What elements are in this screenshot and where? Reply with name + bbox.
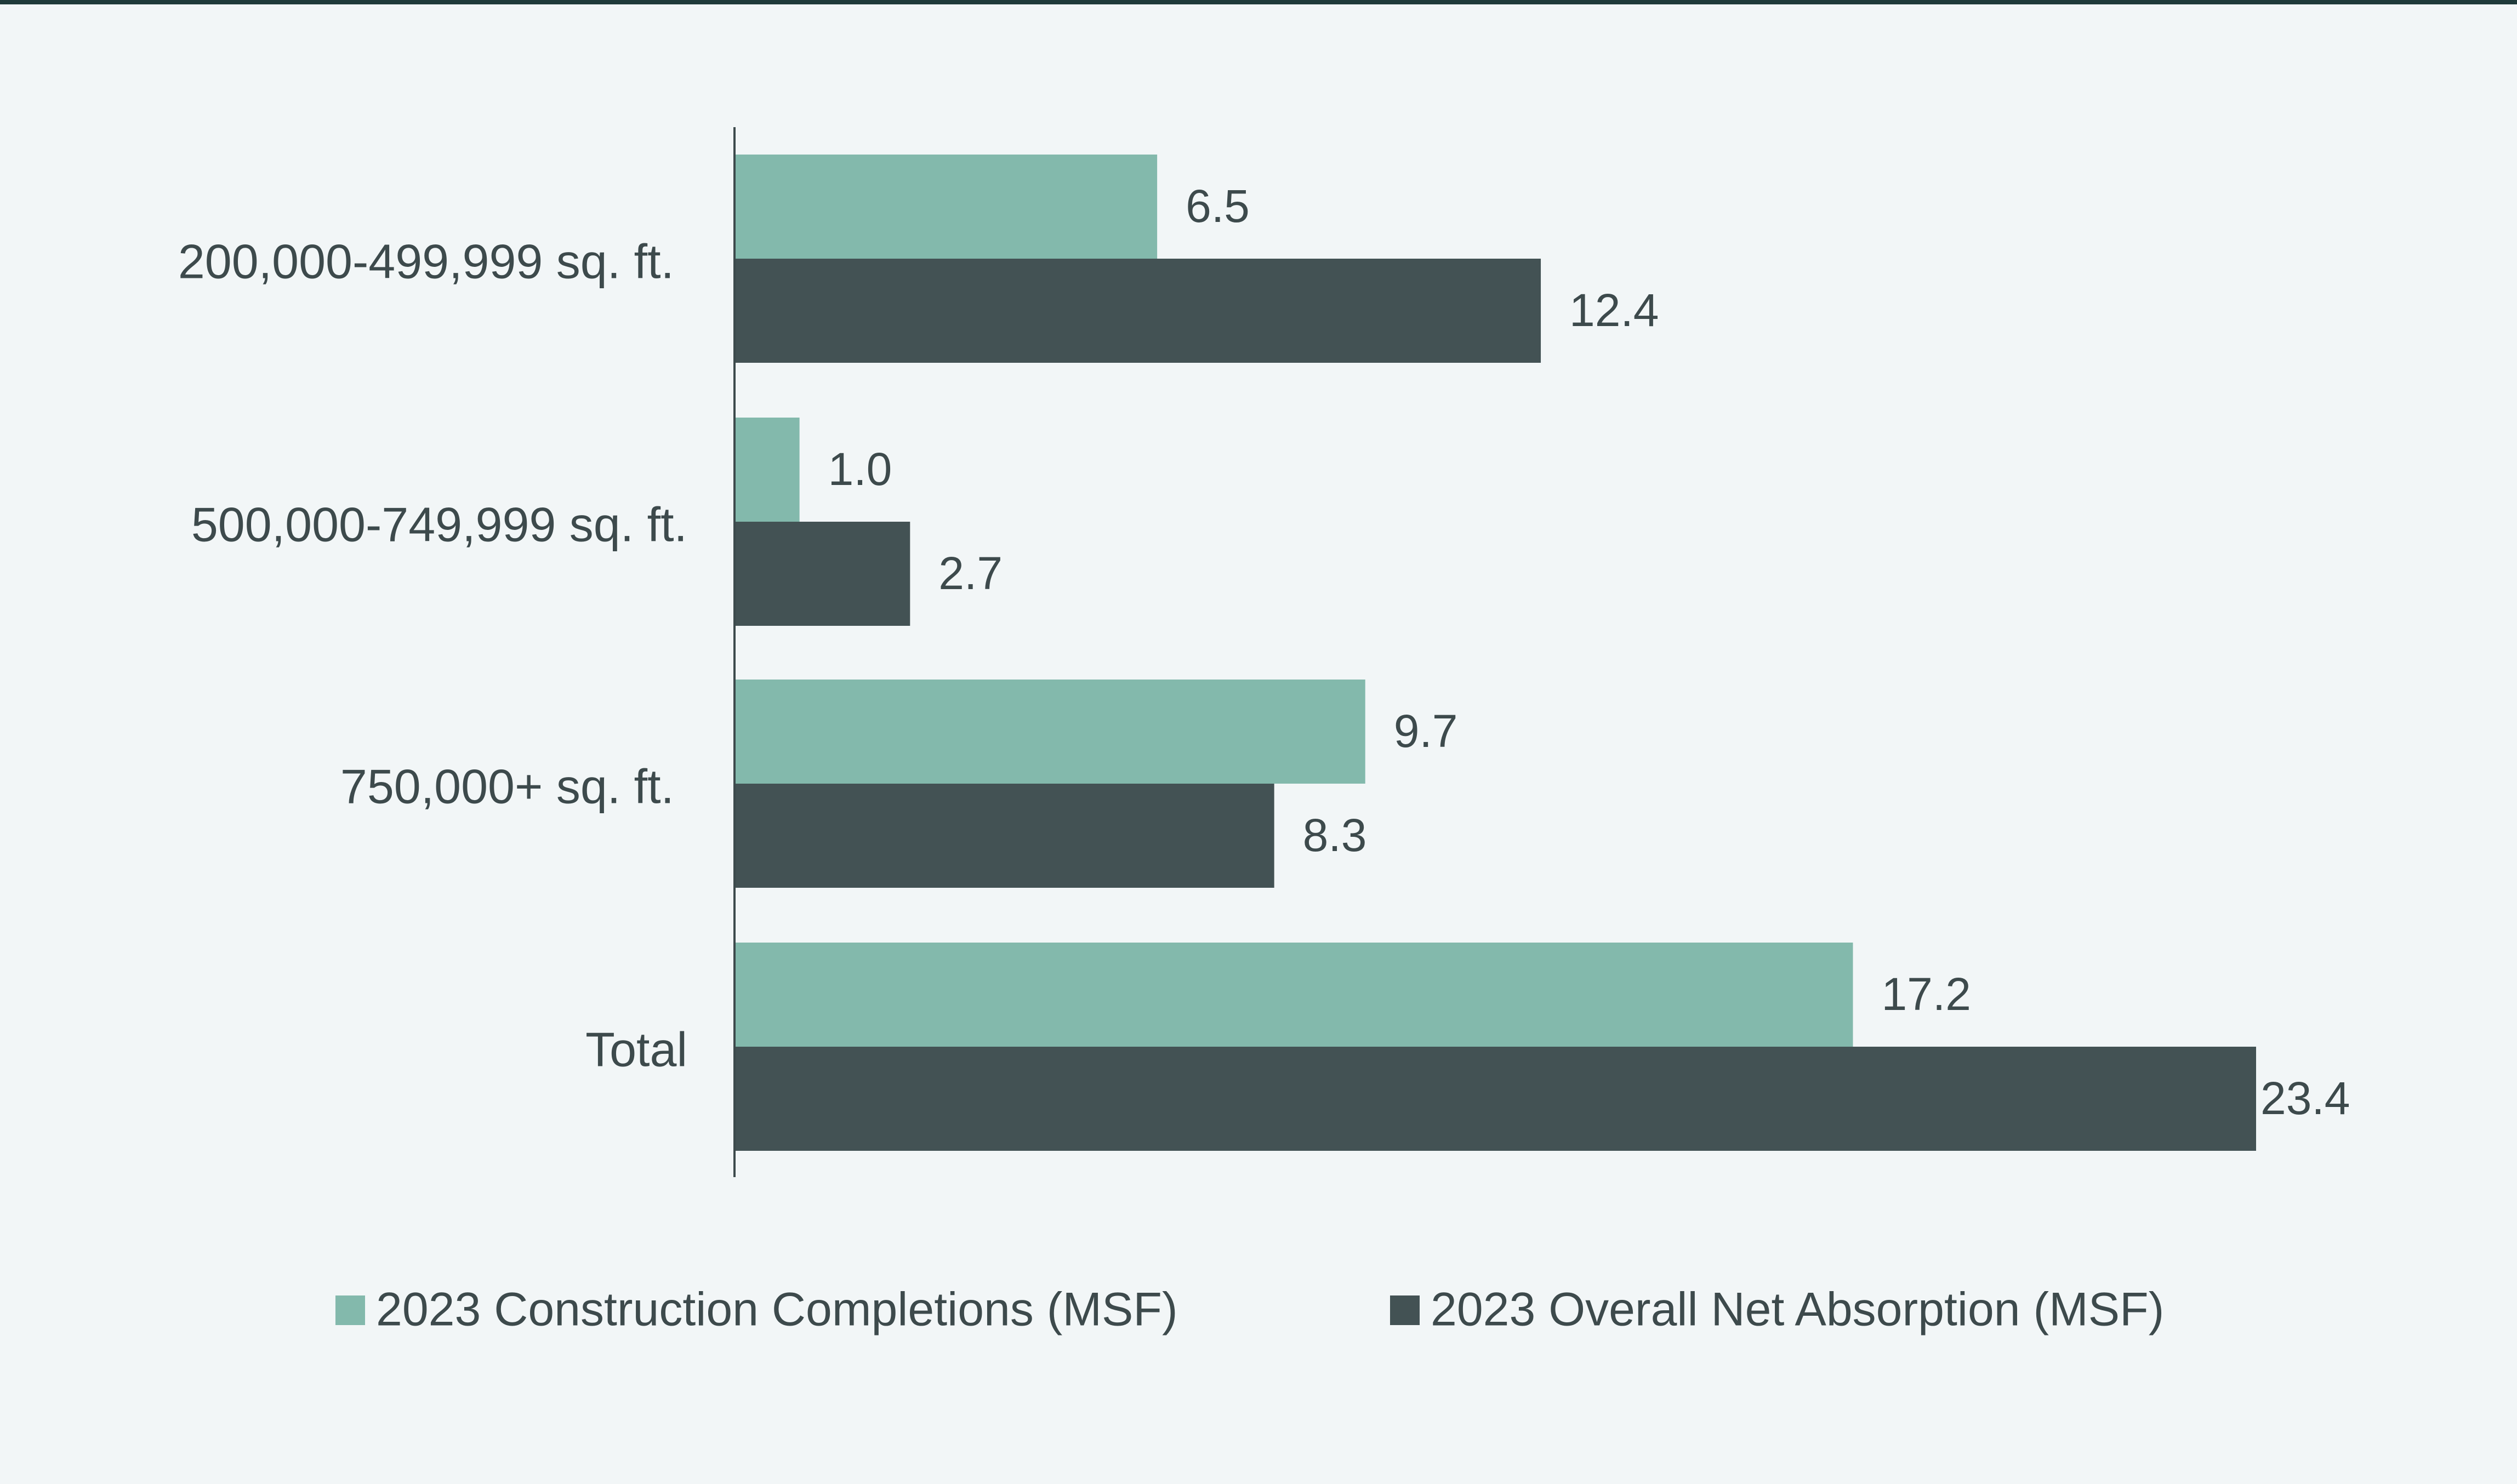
bar-construction-completions: [734, 418, 800, 522]
labels-layer: 200,000-499,999 sq. ft. 6.5 12.4 500,000-74…: [178, 180, 2350, 1124]
bar-net-absorption: [734, 1047, 2256, 1151]
legend-label: 2023 Overall Net Absorption (MSF): [1431, 1283, 2164, 1336]
data-label: 6.5: [1186, 180, 1250, 232]
category-label: 500,000-749,999 sq. ft.: [191, 497, 687, 551]
category-label: 200,000-499,999 sq. ft.: [178, 234, 674, 288]
bar-construction-completions: [734, 680, 1365, 784]
bar-net-absorption: [734, 522, 910, 626]
legend: 2023 Construction Completions (MSF) 2023 …: [335, 1283, 2164, 1336]
data-label: 12.4: [1569, 284, 1659, 336]
bar-net-absorption: [734, 259, 1541, 363]
data-label: 1.0: [828, 443, 892, 495]
bar-construction-completions: [734, 155, 1158, 259]
legend-swatch: [1390, 1295, 1420, 1325]
data-label: 8.3: [1303, 809, 1367, 861]
category-label: 750,000+ sq. ft.: [340, 759, 674, 813]
bar-construction-completions: [734, 943, 1853, 1047]
legend-swatch: [335, 1295, 365, 1325]
legend-label: 2023 Construction Completions (MSF): [376, 1283, 1178, 1336]
top-border: [0, 0, 2517, 4]
bars-layer: [734, 155, 2256, 1151]
data-label: 2.7: [938, 547, 1003, 599]
bar-net-absorption: [734, 784, 1274, 888]
data-label: 17.2: [1881, 968, 1971, 1020]
data-label: 23.4: [2260, 1072, 2350, 1124]
category-label: Total: [585, 1022, 687, 1076]
data-label: 9.7: [1394, 705, 1458, 757]
